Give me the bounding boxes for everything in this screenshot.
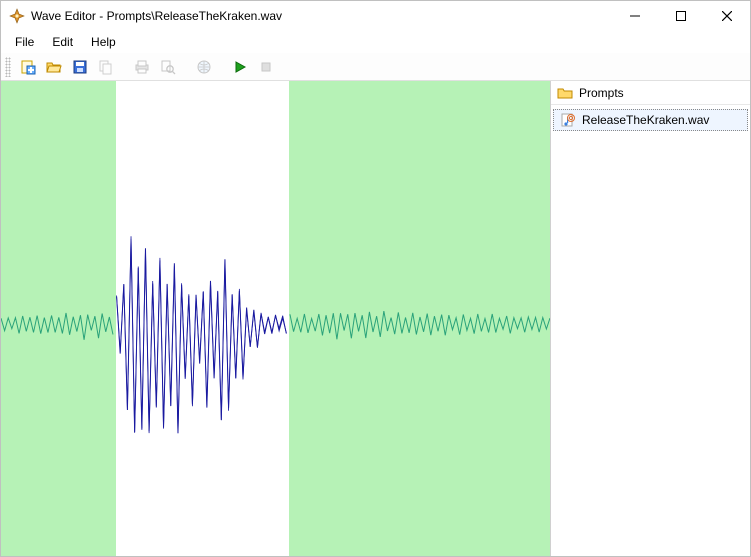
toolbar-grip [5, 57, 11, 77]
waveform-svg [1, 81, 550, 556]
globe-button[interactable] [193, 56, 215, 78]
app-icon [9, 8, 25, 24]
waveform-pane[interactable] [1, 81, 550, 556]
side-panel: Prompts ReleaseTheKraken.wav [550, 81, 750, 556]
side-panel-header: Prompts [551, 81, 750, 105]
file-item-label: ReleaseTheKraken.wav [582, 113, 709, 127]
save-button[interactable] [69, 56, 91, 78]
folder-label: Prompts [579, 86, 624, 100]
folder-icon [557, 85, 573, 101]
minimize-button[interactable] [612, 1, 658, 31]
window-title: Wave Editor - Prompts\ReleaseTheKraken.w… [31, 9, 612, 23]
menu-file[interactable]: File [7, 33, 42, 51]
content: Prompts ReleaseTheKraken.wav [1, 81, 750, 556]
print-preview-button[interactable] [157, 56, 179, 78]
file-item[interactable]: ReleaseTheKraken.wav [553, 109, 748, 131]
print-button[interactable] [131, 56, 153, 78]
menubar: File Edit Help [1, 31, 750, 53]
new-file-button[interactable] [17, 56, 39, 78]
stop-button[interactable] [255, 56, 277, 78]
side-panel-body: ReleaseTheKraken.wav [551, 105, 750, 135]
titlebar: Wave Editor - Prompts\ReleaseTheKraken.w… [1, 1, 750, 31]
wav-file-icon [560, 112, 576, 128]
play-button[interactable] [229, 56, 251, 78]
window-controls [612, 1, 750, 31]
menu-help[interactable]: Help [83, 33, 124, 51]
menu-edit[interactable]: Edit [44, 33, 81, 51]
toolbar [1, 53, 750, 81]
maximize-button[interactable] [658, 1, 704, 31]
open-button[interactable] [43, 56, 65, 78]
close-button[interactable] [704, 1, 750, 31]
copy-button[interactable] [95, 56, 117, 78]
